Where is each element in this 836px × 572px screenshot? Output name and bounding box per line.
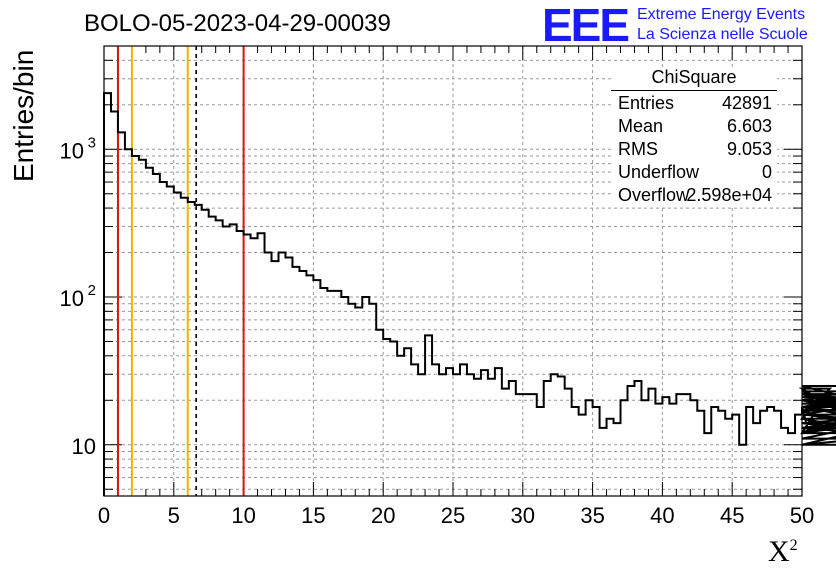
x-axis-label-text: X bbox=[768, 535, 790, 568]
x-tick-label: 35 bbox=[580, 503, 604, 528]
plot-title: BOLO-05-2023-04-29-00039 bbox=[84, 10, 391, 37]
eee-logo: EEE Extreme Energy Events La Scienza nel… bbox=[542, 0, 832, 51]
stats-divider bbox=[611, 90, 777, 91]
logo-line-1: Extreme Energy Events bbox=[637, 6, 806, 23]
y-tick-label: 10 bbox=[60, 286, 84, 311]
x-tick-label: 0 bbox=[98, 503, 110, 528]
x-tick-label: 30 bbox=[511, 503, 535, 528]
stats-value: 9.053 bbox=[726, 139, 772, 159]
histogram-series bbox=[103, 92, 836, 496]
stats-name: ChiSquare bbox=[651, 67, 737, 87]
stats-value: 0 bbox=[761, 162, 772, 182]
stats-value: 6.603 bbox=[726, 116, 772, 136]
y-tick-label-exponent: 3 bbox=[88, 134, 96, 151]
stats-value: 42891 bbox=[721, 93, 772, 113]
stats-label: Entries bbox=[618, 93, 675, 113]
stats-value: 2.598e+04 bbox=[686, 185, 772, 205]
stats-box: ChiSquare Entries 42891 Mean 6.603 RMS 9.05… bbox=[611, 67, 777, 207]
eee-logo-mark: EEE bbox=[542, 0, 630, 51]
y-tick-label: 10 bbox=[60, 138, 84, 163]
x-tick-label: 5 bbox=[168, 503, 180, 528]
stats-label: Mean bbox=[618, 116, 664, 136]
x-tick-label: 15 bbox=[301, 503, 325, 528]
x-tick-label: 50 bbox=[790, 503, 814, 528]
x-axis-label: X2 bbox=[768, 535, 798, 569]
y-tick-label: 10 bbox=[72, 434, 96, 459]
x-tick-label: 25 bbox=[441, 503, 465, 528]
y-tick-label-exponent: 2 bbox=[88, 282, 96, 299]
stats-label: Overflow bbox=[618, 185, 690, 205]
logo-line-2: La Scienza nelle Scuole bbox=[637, 26, 808, 43]
x-tick-label: 45 bbox=[720, 503, 744, 528]
x-tick-label: 10 bbox=[231, 503, 255, 528]
x-tick-label: 40 bbox=[650, 503, 674, 528]
stats-label: Underflow bbox=[618, 162, 700, 182]
plot-frame bbox=[103, 45, 803, 497]
x-axis-label-sup: 2 bbox=[789, 537, 798, 554]
x-tick-label: 20 bbox=[371, 503, 395, 528]
stats-label: RMS bbox=[618, 139, 658, 159]
